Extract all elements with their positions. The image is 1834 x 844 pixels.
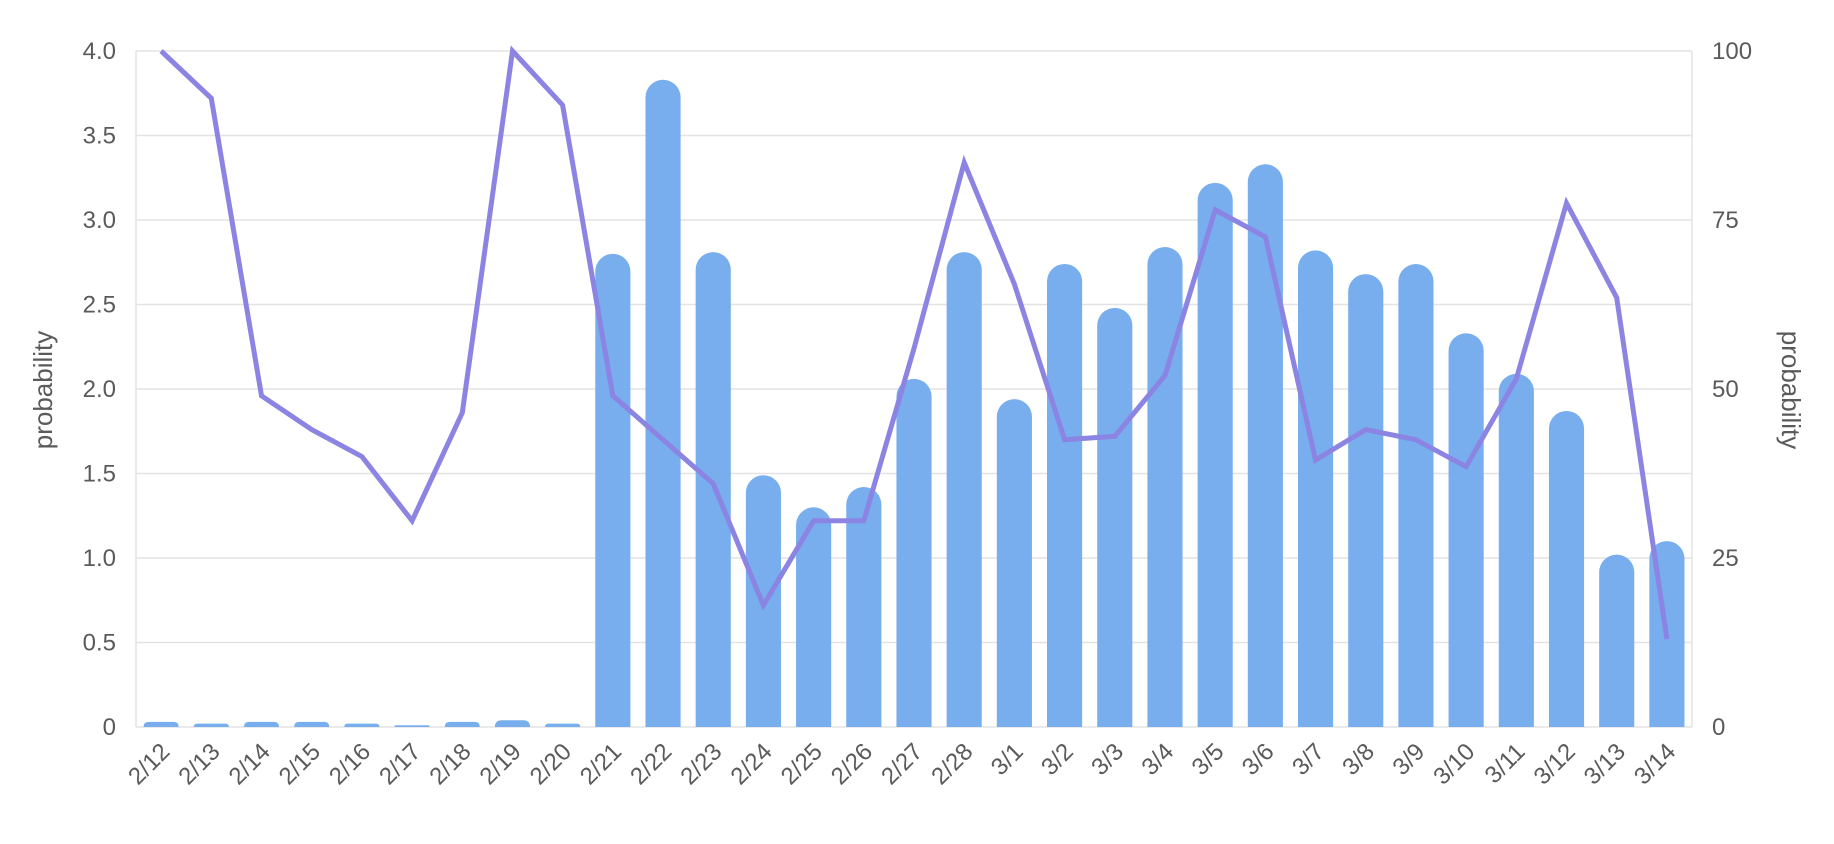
bar-2-16	[344, 723, 380, 727]
x-tick-label: 2/21	[575, 738, 627, 790]
x-tick-label: 3/3	[1086, 738, 1129, 781]
x-tick-label: 2/28	[926, 738, 978, 790]
x-tick-label: 2/25	[776, 738, 828, 790]
bar-3-6	[1247, 164, 1283, 728]
bar-2-13	[193, 723, 229, 727]
x-tick-label: 2/26	[826, 738, 878, 790]
x-tick-label: 2/22	[625, 738, 677, 790]
left-tick-label: 1.5	[83, 461, 116, 488]
x-tick-label: 3/12	[1529, 738, 1581, 790]
bar-3-9	[1398, 263, 1434, 727]
x-tick-label: 2/27	[876, 738, 928, 790]
x-tick-label: 3/14	[1629, 738, 1681, 790]
x-tick-label: 3/9	[1387, 738, 1430, 781]
right-tick-label: 50	[1712, 376, 1739, 403]
bar-3-2	[1047, 263, 1083, 727]
x-tick-label: 2/13	[173, 738, 225, 790]
x-tick-label: 2/17	[374, 738, 426, 790]
bar-2-21	[595, 253, 631, 728]
x-tick-label: 2/20	[525, 738, 577, 790]
right-axis-title: probability	[1776, 331, 1806, 450]
bar-series	[143, 79, 1685, 728]
left-tick-label: 1.0	[83, 545, 116, 572]
bar-2-22	[645, 79, 681, 728]
x-tick-label: 2/24	[726, 738, 778, 790]
line-series	[159, 45, 1670, 640]
left-axis-ticks: 0 0.5 1.0 1.5 2.0 2.5 3.0 3.5 4.0	[83, 38, 116, 741]
bar-2-25	[796, 507, 832, 727]
left-tick-label: 3.5	[83, 123, 116, 150]
right-tick-label: 0	[1712, 714, 1725, 741]
bar-2-14	[243, 721, 280, 727]
bar-2-15	[294, 721, 330, 727]
x-tick-label: 3/5	[1187, 738, 1230, 781]
left-tick-label: 0.5	[83, 630, 116, 657]
x-tick-label: 3/10	[1428, 738, 1480, 790]
left-tick-label: 2.5	[83, 292, 116, 319]
left-tick-label: 4.0	[83, 38, 116, 65]
bar-2-28	[946, 252, 982, 728]
x-tick-label: 2/18	[424, 738, 476, 790]
x-tick-label: 3/13	[1579, 738, 1631, 790]
bar-2-20	[545, 723, 581, 727]
bar-2-19	[494, 720, 531, 727]
bar-3-7	[1297, 250, 1334, 727]
bar-3-3	[1097, 307, 1133, 727]
bar-3-4	[1147, 247, 1183, 727]
bar-3-1	[996, 399, 1032, 727]
bar-3-5	[1197, 182, 1233, 727]
bar-2-12	[143, 721, 179, 727]
bar-2-27	[896, 378, 932, 727]
bar-3-12	[1548, 410, 1585, 727]
x-tick-label: 2/14	[224, 738, 276, 790]
right-axis-ticks: 0 25 50 75 100	[1712, 38, 1752, 741]
x-tick-label: 2/16	[324, 738, 376, 790]
bar-3-13	[1599, 554, 1635, 727]
x-tick-label: 3/4	[1137, 738, 1180, 781]
x-tick-label: 3/1	[986, 738, 1029, 781]
bar-2-17	[394, 725, 430, 727]
x-tick-label: 2/15	[274, 738, 326, 790]
left-axis-title: probability	[28, 331, 58, 450]
left-tick-label: 3.0	[83, 207, 116, 234]
bar-3-11	[1498, 373, 1534, 727]
x-tick-label: 2/12	[123, 738, 175, 790]
left-tick-label: 2.0	[83, 376, 116, 403]
x-tick-label: 3/2	[1036, 738, 1079, 781]
x-tick-label: 3/6	[1237, 738, 1280, 781]
x-tick-label: 3/7	[1287, 738, 1330, 781]
x-tick-label: 3/11	[1480, 738, 1531, 789]
bar-2-26	[846, 487, 882, 727]
bar-2-18	[444, 721, 480, 727]
x-axis-ticks: 2/122/132/142/152/162/172/182/192/202/21…	[123, 738, 1681, 790]
right-tick-label: 75	[1712, 207, 1739, 234]
right-tick-label: 100	[1712, 38, 1752, 65]
bar-3-8	[1348, 274, 1384, 727]
x-tick-label: 3/8	[1337, 738, 1380, 781]
bar-3-10	[1448, 333, 1484, 727]
right-tick-label: 25	[1712, 545, 1739, 572]
left-tick-label: 0	[103, 714, 116, 741]
x-tick-label: 2/19	[475, 738, 527, 790]
x-tick-label: 2/23	[675, 738, 727, 790]
